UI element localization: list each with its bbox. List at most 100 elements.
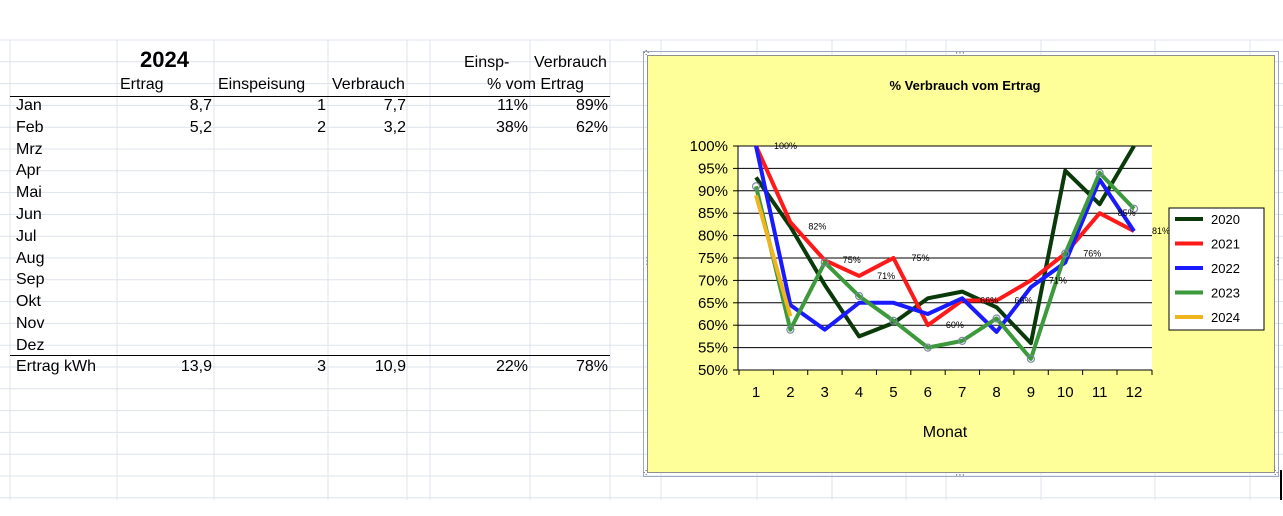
header-ertrag[interactable]: Ertrag — [120, 76, 164, 93]
row-month-cell[interactable]: Okt — [16, 293, 41, 311]
chart-selection-frame[interactable] — [643, 51, 1279, 477]
row-einspeisung-cell[interactable] — [216, 313, 326, 335]
row-verbrauch-cell[interactable] — [330, 335, 406, 357]
header-einsp-top[interactable]: Einsp- — [464, 54, 510, 71]
row-month-cell[interactable]: Feb — [16, 118, 44, 136]
row-verbr-pct-cell[interactable]: 62% — [575, 118, 608, 136]
row-einsp-pct-cell[interactable] — [430, 226, 528, 248]
row-einspeisung-cell[interactable] — [216, 269, 326, 291]
row-ertrag-cell[interactable] — [118, 269, 212, 291]
row-ertrag-cell[interactable] — [118, 204, 212, 226]
row-einspeisung-cell[interactable] — [216, 139, 326, 161]
row-einspeisung-cell[interactable] — [216, 335, 326, 357]
row-einspeisung-cell[interactable]: 1 — [317, 97, 326, 114]
row-verbr-pct-cell[interactable] — [532, 335, 608, 357]
resize-handle-topleft[interactable]: ⁘ — [642, 48, 651, 59]
row-einsp-pct-cell[interactable] — [430, 160, 528, 182]
resize-handle-bottomleft[interactable]: ⁘ — [642, 468, 651, 479]
row-ertrag-cell[interactable] — [118, 160, 212, 182]
chart-area[interactable]: % Verbrauch vom Ertrag 50% 55% 60% 65% 70% 75%… — [647, 55, 1275, 473]
row-month-cell[interactable]: Jul — [16, 227, 37, 245]
x-tick-label: 7 — [958, 384, 966, 401]
total-label[interactable]: Ertrag kWh — [16, 358, 97, 375]
row-month-cell[interactable]: Sep — [16, 271, 45, 289]
row-verbrauch-cell[interactable] — [330, 291, 406, 313]
row-ertrag-cell[interactable] — [118, 335, 212, 357]
row-month-cell[interactable]: Jan — [16, 97, 42, 114]
row-einsp-pct-cell[interactable] — [430, 269, 528, 291]
total-einspeisung[interactable]: 3 — [317, 358, 326, 375]
row-ertrag-cell[interactable]: 5,2 — [189, 118, 212, 136]
row-verbrauch-cell[interactable] — [330, 139, 406, 161]
header-verbrauch-top[interactable]: Verbrauch — [534, 54, 607, 71]
row-verbr-pct-cell[interactable] — [532, 160, 608, 182]
row-ertrag-cell[interactable] — [118, 291, 212, 313]
row-verbr-pct-cell[interactable] — [532, 269, 608, 291]
row-verbrauch-cell[interactable] — [330, 269, 406, 291]
row-verbrauch-cell[interactable] — [330, 160, 406, 182]
row-verbr-pct-cell[interactable] — [532, 291, 608, 313]
row-einsp-pct-cell[interactable]: 38% — [495, 118, 528, 136]
row-verbrauch-cell[interactable] — [330, 226, 406, 248]
x-tick-label: 8 — [992, 384, 1000, 401]
total-einsp-pct[interactable]: 22% — [495, 358, 528, 375]
series-marker-2023 — [1095, 168, 1104, 177]
row-verbr-pct-cell[interactable] — [532, 182, 608, 204]
row-ertrag-cell[interactable] — [118, 139, 212, 161]
row-einsp-pct-cell[interactable] — [430, 313, 528, 335]
row-month-cell[interactable]: Aug — [16, 249, 45, 267]
header-pct-vom-ertrag[interactable]: % vom Ertrag — [487, 76, 584, 93]
spreadsheet[interactable]: 2024 Einsp- Verbrauch Ertrag Einspeisung… — [0, 0, 640, 516]
row-einspeisung-cell[interactable] — [216, 182, 326, 204]
row-verbr-pct-cell[interactable] — [532, 313, 608, 335]
header-einspeisung[interactable]: Einspeisung — [218, 76, 306, 93]
row-verbr-pct-cell[interactable] — [532, 248, 608, 270]
row-einspeisung-cell[interactable] — [216, 226, 326, 248]
row-verbr-pct-cell[interactable] — [532, 226, 608, 248]
data-label: 76% — [1083, 249, 1101, 259]
row-ertrag-cell[interactable] — [118, 313, 212, 335]
row-ertrag-cell[interactable] — [118, 182, 212, 204]
row-ertrag-cell[interactable]: 8,7 — [189, 97, 212, 114]
resize-handle-top[interactable]: ⋯ — [955, 48, 965, 59]
row-month-cell[interactable]: Nov — [16, 315, 45, 332]
year-title[interactable]: 2024 — [140, 47, 189, 72]
row-einspeisung-cell[interactable] — [216, 248, 326, 270]
row-verbrauch-cell[interactable]: 7,7 — [383, 97, 406, 114]
row-einsp-pct-cell[interactable]: 11% — [497, 97, 528, 114]
row-einspeisung-cell[interactable] — [216, 291, 326, 313]
row-verbrauch-cell[interactable] — [330, 204, 406, 226]
line-chart[interactable]: % Verbrauch vom Ertrag 50% 55% 60% 65% 70% 75%… — [648, 56, 1274, 472]
total-verbrauch[interactable]: 10,9 — [374, 358, 406, 375]
resize-handle-bottom[interactable]: ⋯ — [955, 470, 965, 481]
row-einsp-pct-cell[interactable] — [430, 182, 528, 204]
row-verbrauch-cell[interactable] — [330, 248, 406, 270]
row-ertrag-cell[interactable] — [118, 248, 212, 270]
row-verbr-pct-cell[interactable]: 89% — [575, 97, 608, 114]
row-ertrag-cell[interactable] — [118, 226, 212, 248]
resize-handle-right[interactable]: ⋮ — [1273, 256, 1283, 267]
row-einsp-pct-cell[interactable] — [430, 204, 528, 226]
row-verbr-pct-cell[interactable] — [532, 139, 608, 161]
row-einspeisung-cell[interactable] — [216, 160, 326, 182]
row-verbrauch-cell[interactable] — [330, 313, 406, 335]
row-einsp-pct-cell[interactable] — [430, 248, 528, 270]
row-einspeisung-cell[interactable]: 2 — [317, 118, 326, 136]
row-einspeisung-cell[interactable] — [216, 204, 326, 226]
row-month-cell[interactable]: Jun — [16, 206, 42, 223]
row-einsp-pct-cell[interactable] — [430, 291, 528, 313]
data-label: 81% — [1152, 226, 1170, 236]
row-verbr-pct-cell[interactable] — [532, 204, 608, 226]
row-verbrauch-cell[interactable]: 3,2 — [383, 118, 406, 136]
row-month-cell[interactable]: Mrz — [16, 140, 43, 158]
total-verbr-pct[interactable]: 78% — [575, 358, 608, 375]
header-verbrauch[interactable]: Verbrauch — [332, 76, 405, 93]
row-einsp-pct-cell[interactable] — [430, 335, 528, 357]
total-ertrag[interactable]: 13,9 — [180, 358, 212, 375]
resize-handle-bottomright[interactable]: ⁘ — [1271, 468, 1280, 479]
row-verbrauch-cell[interactable] — [330, 182, 406, 204]
row-month-cell[interactable]: Dez — [16, 336, 45, 354]
row-month-cell[interactable]: Apr — [16, 162, 41, 180]
row-month-cell[interactable]: Mai — [16, 184, 42, 202]
row-einsp-pct-cell[interactable] — [430, 139, 528, 161]
